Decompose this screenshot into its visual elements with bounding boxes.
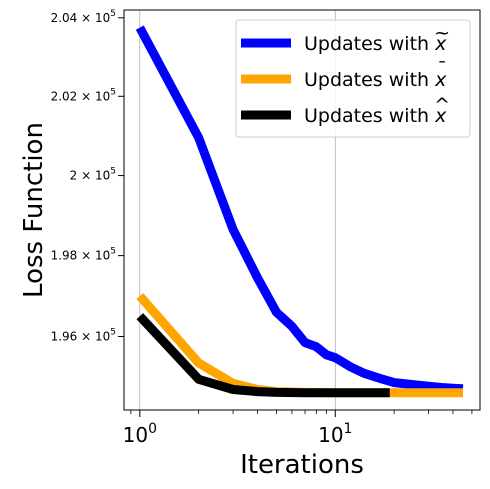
plot-frame (123, 9, 481, 411)
x-tick-label: 100 (123, 421, 157, 447)
y-tick-label: 2.02 × 105 (51, 87, 116, 103)
y-tick-label: 2 × 105 (70, 167, 116, 183)
x-tick-label: 101 (318, 421, 352, 447)
series-line-3 (136, 313, 390, 398)
y-axis-ticks: 1.96 × 105 1.98 × 105 2 × 105 2.02 × 105 2.0… (51, 9, 124, 344)
series-lines (135, 25, 464, 398)
y-tick-label: 1.98 × 105 (51, 247, 116, 263)
legend-label: Updates with x (304, 33, 447, 55)
y-tick-label: 2.04 × 105 (51, 9, 116, 25)
y-axis-label: Loss Function (19, 122, 49, 298)
legend-box (235, 19, 471, 138)
y-tick-label: 1.96 × 105 (51, 328, 116, 344)
legend-label: Updates with x (304, 69, 447, 91)
legend-accent: ^ (434, 94, 450, 116)
x-axis-label: Iterations (240, 450, 364, 480)
legend: Updates with x~Updates with x¯Updates wi… (235, 19, 471, 138)
series-line-1 (135, 25, 464, 394)
legend-accent: ~ (434, 22, 450, 44)
legend-accent: ¯ (437, 58, 447, 80)
x-axis-ticks: 100 101 (123, 410, 473, 447)
legend-label: Updates with x (304, 105, 447, 127)
